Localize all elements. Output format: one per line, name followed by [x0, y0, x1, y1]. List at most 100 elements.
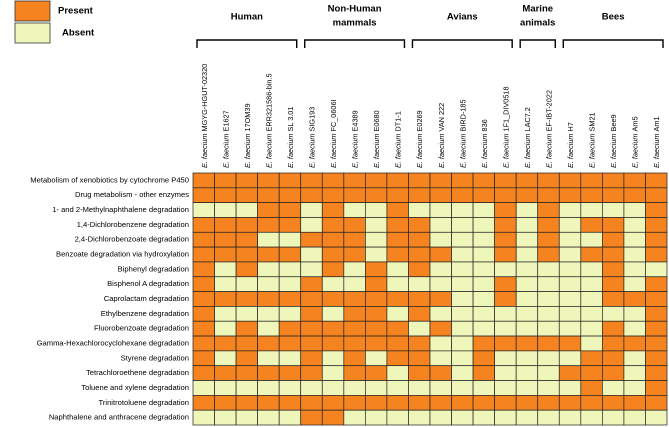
heatmap-cell [580, 335, 603, 352]
heatmap-cell [257, 320, 280, 337]
heatmap-cell [214, 187, 237, 203]
heatmap-cell [645, 350, 668, 367]
heatmap-cell [257, 172, 280, 189]
column-label: E. faecium 1F1_DIV0518 [501, 86, 510, 168]
heatmap-cell [300, 409, 323, 426]
heatmap-cell [451, 380, 474, 396]
heatmap-cell [278, 350, 302, 367]
heatmap-cell [235, 291, 258, 307]
heatmap-cell [386, 320, 409, 337]
heatmap-cell [472, 395, 495, 411]
heatmap-cell [300, 187, 323, 203]
heatmap-cell [343, 276, 366, 292]
heatmap-cell [472, 350, 495, 367]
heatmap-cell [408, 306, 431, 322]
heatmap-cell [494, 187, 517, 203]
heatmap-cell [321, 320, 345, 337]
species-name: E. faecium [243, 134, 252, 168]
heatmap-cell [494, 276, 517, 292]
heatmap-cell [408, 231, 431, 248]
heatmap-cell [257, 246, 280, 263]
heatmap-cell [300, 246, 323, 263]
heatmap-cell [257, 187, 280, 203]
heatmap-cell [623, 172, 646, 189]
heatmap-cell [494, 246, 517, 263]
legend-label: Absent [62, 28, 95, 39]
strain-name: SIG193 [307, 107, 316, 132]
heatmap-cell [278, 246, 302, 263]
heatmap-cell [623, 395, 646, 411]
heatmap-cell [602, 306, 625, 322]
heatmap-cell [365, 365, 388, 381]
heatmap-cell [235, 335, 258, 352]
heatmap-cell [515, 187, 539, 203]
heatmap-cell [515, 350, 539, 367]
heatmap-cell [623, 187, 646, 203]
heatmap-cell [623, 217, 646, 233]
heatmap-cell [321, 306, 345, 322]
heatmap-cell [192, 172, 215, 189]
heatmap-cell [192, 306, 215, 322]
species-name: E. faecium [544, 134, 553, 168]
heatmap-cell [257, 409, 280, 426]
heatmap-cell [537, 395, 560, 411]
heatmap-cell [235, 231, 258, 248]
group-bracket [411, 39, 513, 48]
heatmap-cell [386, 187, 409, 203]
heatmap-cell [365, 291, 388, 307]
heatmap-cell [451, 409, 474, 426]
row-label: Tetrachloroethene degradation [86, 368, 189, 377]
heatmap-cell [386, 231, 409, 248]
heatmap-cell [451, 217, 474, 233]
heatmap-cell [515, 217, 539, 233]
heatmap-cell [515, 395, 539, 411]
heatmap-cell [365, 380, 388, 396]
heatmap-cell [515, 172, 539, 189]
strain-name: E1627 [221, 110, 230, 131]
heatmap-cell [537, 276, 560, 292]
heatmap-cell [235, 246, 258, 263]
heatmap-cell [602, 350, 625, 367]
heatmap-cell [321, 172, 345, 189]
heatmap-cell [472, 217, 495, 233]
heatmap-cell [623, 306, 646, 322]
species-name: E. faecium [351, 134, 360, 168]
heatmap-cell [343, 187, 366, 203]
heatmap-cell [214, 320, 237, 337]
column-label: E. faecium H7 [566, 122, 575, 168]
heatmap-cell [235, 276, 258, 292]
heatmap-cell [278, 409, 302, 426]
heatmap-cell [645, 335, 668, 352]
column-label: E. faecium DT1-1 [394, 111, 403, 168]
heatmap-cell [278, 231, 302, 248]
heatmap-cell [386, 261, 409, 278]
heatmap-cell [429, 291, 452, 307]
column-label: E. faecium MGYG-HGUT-02320 [200, 64, 209, 168]
species-name: E. faecium [307, 134, 316, 168]
strain-name: MGYG-HGUT-02320 [200, 64, 209, 132]
heatmap-cell [257, 335, 280, 352]
heatmap-cell [451, 395, 474, 411]
heatmap-cell [558, 365, 582, 381]
heatmap-cell [235, 172, 258, 189]
heatmap-cell [408, 172, 431, 189]
heatmap-cell [192, 350, 215, 367]
heatmap-cell [623, 291, 646, 307]
heatmap-cell [365, 306, 388, 322]
heatmap-cell [602, 276, 625, 292]
heatmap-cell [623, 231, 646, 248]
group-label: animals [520, 18, 555, 29]
heatmap-cell [235, 306, 258, 322]
strain-name: ERR321586-bin.5 [264, 73, 273, 131]
strain-name: FC_0606I [329, 99, 338, 131]
heatmap-cell [257, 306, 280, 322]
heatmap-cell [235, 187, 258, 203]
heatmap-cell [321, 276, 345, 292]
group-bracket [562, 39, 664, 48]
heatmap-cell [515, 291, 539, 307]
heatmap-cell [558, 380, 582, 396]
heatmap-cell [278, 291, 302, 307]
heatmap-cell [278, 187, 302, 203]
species-name: E. faecium [437, 134, 446, 168]
